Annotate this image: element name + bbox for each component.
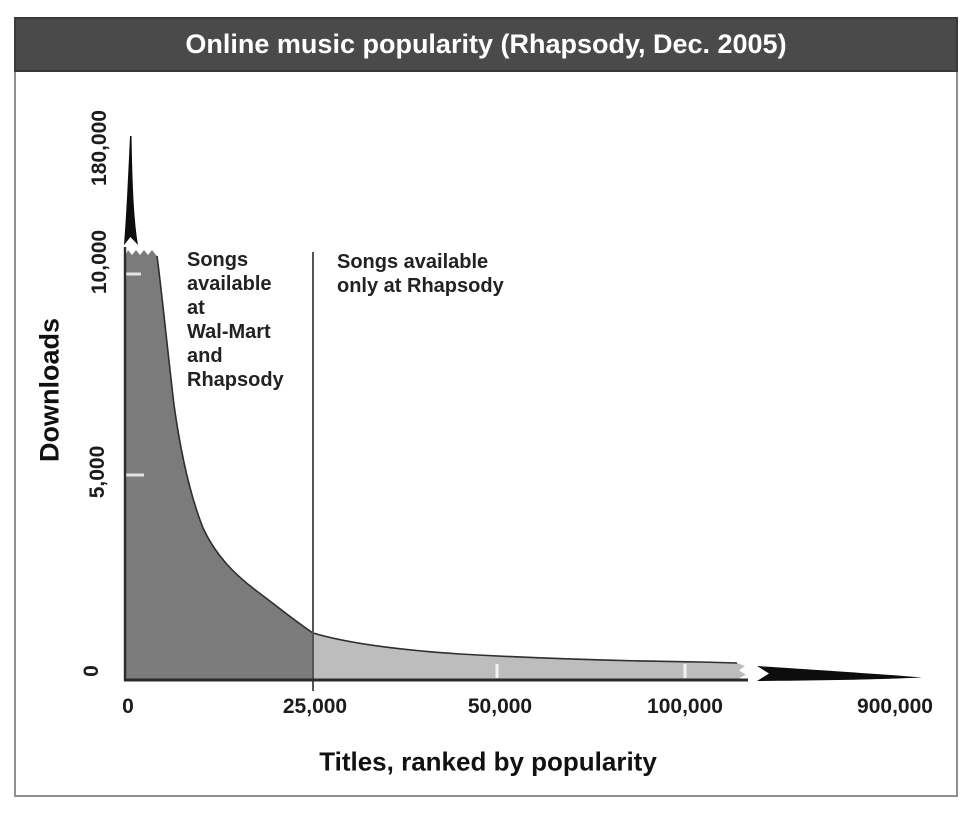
y-tick-label-0: 0 bbox=[80, 665, 103, 677]
annotation-walmart-region: Songs available at Wal-Mart and Rhapsody bbox=[187, 249, 284, 391]
tail-spike-beyond-break bbox=[757, 666, 922, 681]
dark-area-walmart-region bbox=[125, 250, 313, 681]
head-spike-above-break bbox=[124, 136, 138, 245]
annotation-rhapsody-region: Songs available only at Rhapsody bbox=[337, 251, 504, 297]
x-tick-label-25000: 25,000 bbox=[282, 695, 348, 718]
x-tick-label-0: 0 bbox=[122, 695, 134, 718]
y-tick-label-180000: 180,000 bbox=[88, 110, 111, 186]
y-tick-label-10000: 10,000 bbox=[88, 229, 111, 295]
x-tick-label-50000: 50,000 bbox=[467, 695, 533, 718]
x-tick-label-900000: 900,000 bbox=[857, 695, 933, 718]
y-tick-label-5000: 5,000 bbox=[86, 445, 109, 499]
y-axis-title: Downloads bbox=[34, 317, 65, 463]
demand-curve-outline bbox=[156, 255, 738, 664]
x-tick-label-100000: 100,000 bbox=[647, 695, 723, 718]
x-axis-title: Titles, ranked by popularity bbox=[319, 746, 657, 777]
chart-title: Online music popularity (Rhapsody, Dec. … bbox=[185, 29, 787, 59]
chart-title-bar: Online music popularity (Rhapsody, Dec. … bbox=[14, 17, 958, 72]
light-area-rhapsody-region bbox=[313, 633, 746, 681]
